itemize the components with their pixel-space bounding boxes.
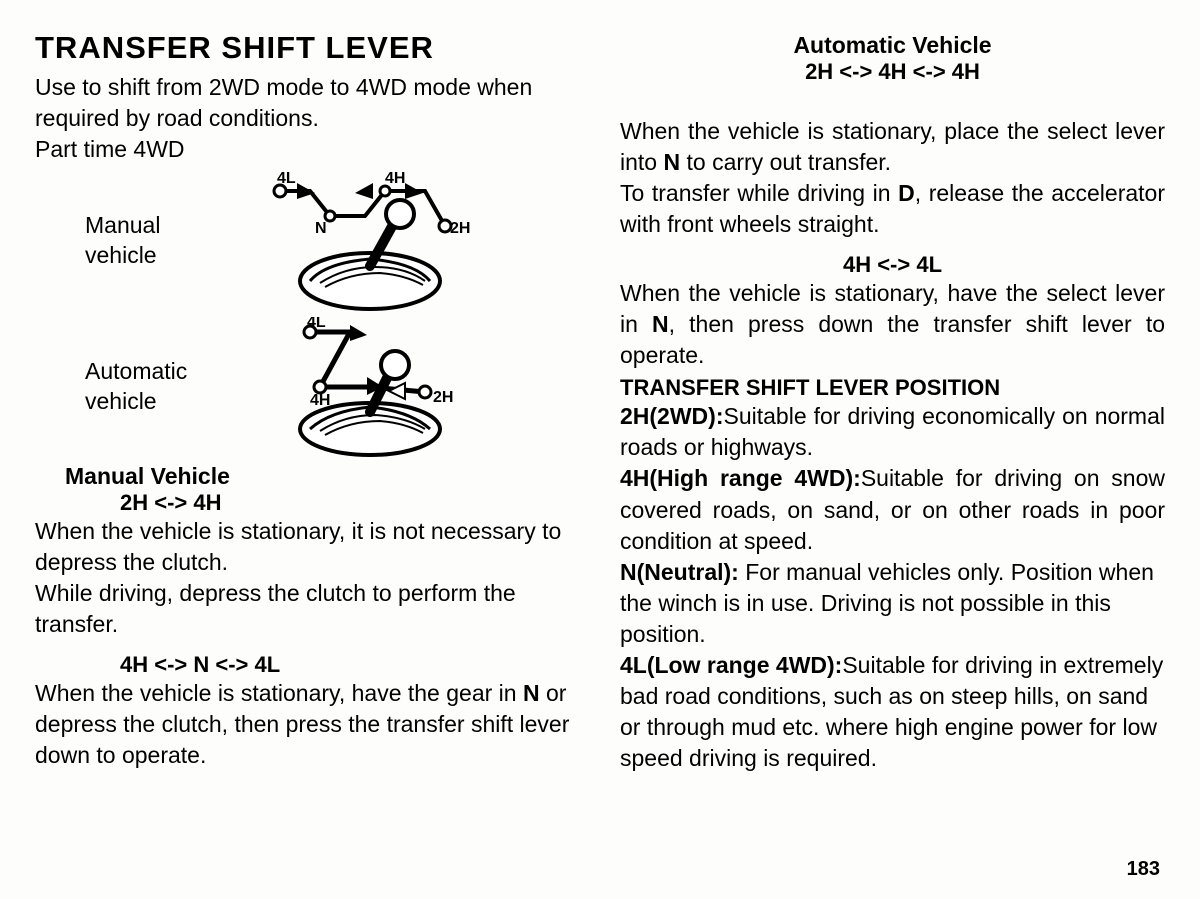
pos-4h-bold: 4H(High range 4WD):	[620, 465, 861, 491]
page-content: TRANSFER SHIFT LEVER Use to shift from 2…	[35, 30, 1165, 774]
svg-text:4H: 4H	[385, 171, 405, 187]
auto-text-2-bold: N	[652, 311, 669, 337]
pos-2h-bold: 2H(2WD):	[620, 403, 724, 429]
right-column: Automatic Vehicle 2H <-> 4H <-> 4H When …	[620, 30, 1165, 774]
manual-text-2: When the vehicle is stationary, have the…	[35, 678, 580, 771]
manual-sub-1: 2H <-> 4H	[120, 490, 580, 516]
manual-text-1: When the vehicle is stationary, it is no…	[35, 516, 580, 640]
left-column: TRANSFER SHIFT LEVER Use to shift from 2…	[35, 30, 580, 774]
shift-lever-auto-icon: 4L 4H 2H	[255, 317, 475, 457]
auto-sub-2: 4H <-> 4L	[620, 252, 1165, 278]
pos-4l: 4L(Low range 4WD):Suitable for driving i…	[620, 650, 1165, 774]
shift-lever-manual-icon: 4L 4H N 2H	[255, 171, 475, 311]
pos-n: N(Neutral): For manual vehicles only. Po…	[620, 557, 1165, 650]
svg-text:N: N	[315, 220, 327, 237]
svg-text:2H: 2H	[450, 220, 470, 237]
manual-diagram-label: Manual vehicle	[85, 211, 255, 271]
pos-4h: 4H(High range 4WD):Suitable for driving …	[620, 463, 1165, 556]
pos-2h: 2H(2WD):Suitable for driving economicall…	[620, 401, 1165, 463]
auto-text-1-bold2: D	[898, 180, 915, 206]
manual-diagram: 4L 4H N 2H	[255, 171, 475, 311]
pos-4l-bold: 4L(Low range 4WD):	[620, 652, 842, 678]
position-heading: TRANSFER SHIFT LEVER POSITION	[620, 375, 1165, 401]
auto-text-1-bold1: N	[663, 149, 680, 175]
auto-text-1: When the vehicle is stationary, place th…	[620, 85, 1165, 240]
svg-text:4H: 4H	[310, 392, 330, 409]
svg-text:4L: 4L	[277, 171, 296, 187]
auto-diagram-label: Automatic vehicle	[85, 357, 255, 417]
auto-sub-1: 2H <-> 4H <-> 4H	[620, 59, 1165, 85]
intro-text: Use to shift from 2WD mode to 4WD mode w…	[35, 72, 580, 165]
auto-vehicle-heading: Automatic Vehicle	[620, 32, 1165, 59]
manual-diagram-row: Manual vehicle	[85, 171, 580, 311]
auto-text-2b: , then press down the transfer shift lev…	[620, 311, 1165, 368]
page-number: 183	[1127, 858, 1160, 881]
pos-n-bold: N(Neutral):	[620, 559, 739, 585]
svg-text:4L: 4L	[307, 317, 326, 331]
manual-text-2-bold: N	[523, 680, 540, 706]
manual-vehicle-heading: Manual Vehicle	[65, 463, 580, 490]
auto-diagram-row: Automatic vehicle	[85, 317, 580, 457]
manual-sub-2: 4H <-> N <-> 4L	[120, 652, 580, 678]
auto-diagram: 4L 4H 2H	[255, 317, 475, 457]
manual-text-2a: When the vehicle is stationary, have the…	[35, 680, 523, 706]
page-title: TRANSFER SHIFT LEVER	[35, 30, 580, 66]
svg-text:2H: 2H	[433, 389, 453, 406]
auto-text-2: When the vehicle is stationary, have the…	[620, 278, 1165, 371]
